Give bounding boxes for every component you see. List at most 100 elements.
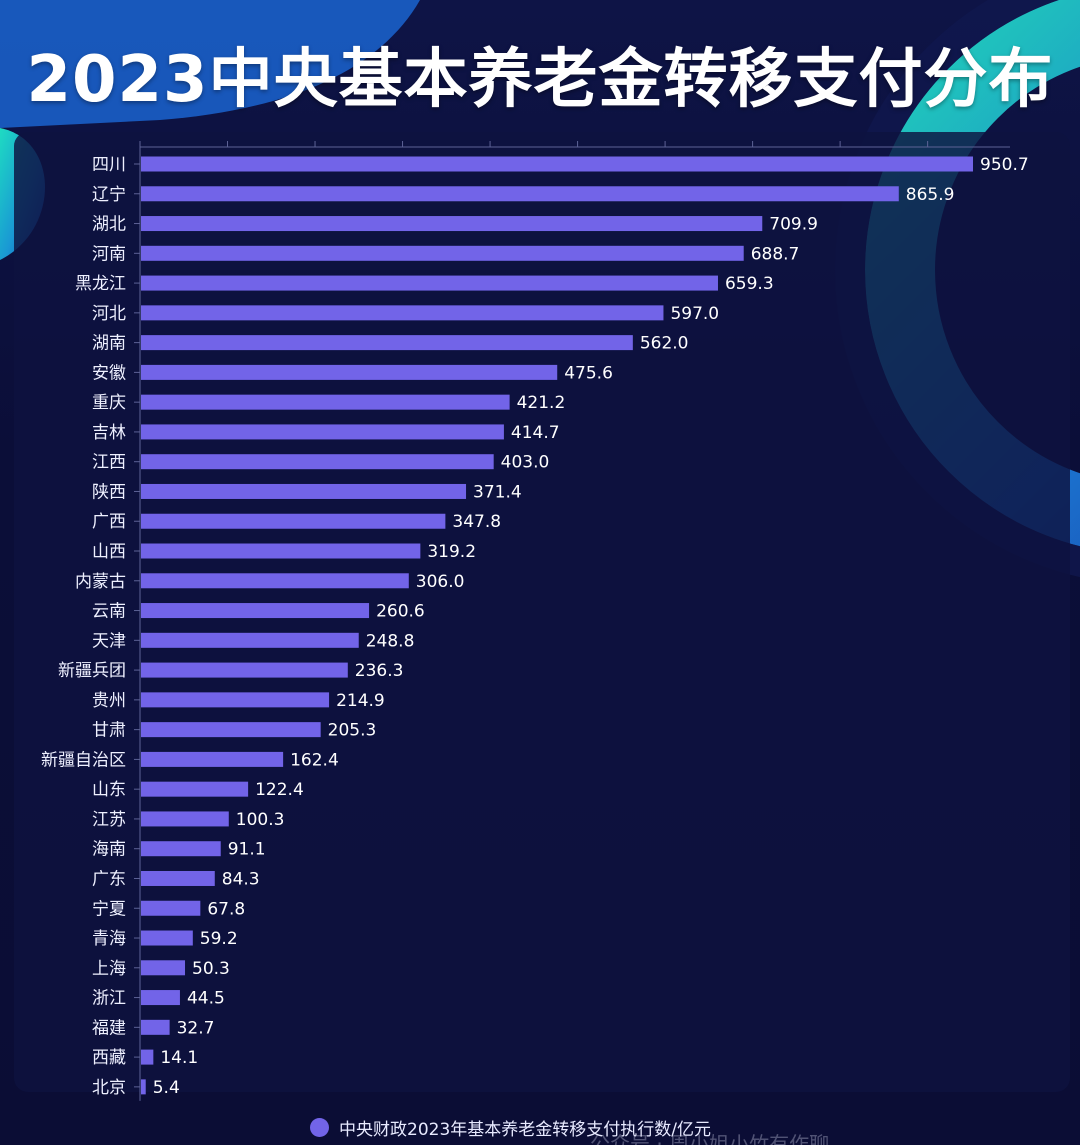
value-label: 59.2 xyxy=(200,929,238,949)
value-label: 122.4 xyxy=(255,780,304,800)
value-label: 44.5 xyxy=(187,989,225,1009)
category-label: 河南 xyxy=(92,244,126,264)
value-label: 50.3 xyxy=(192,959,230,979)
category-label: 云南 xyxy=(92,602,126,622)
bar xyxy=(141,603,370,619)
value-label: 347.8 xyxy=(452,512,501,532)
value-label: 659.3 xyxy=(725,274,774,294)
bar xyxy=(141,454,494,470)
bar xyxy=(141,692,330,708)
category-label: 湖南 xyxy=(92,334,126,354)
value-label: 67.8 xyxy=(207,899,245,919)
bar xyxy=(141,305,664,321)
bar xyxy=(141,156,973,172)
category-label: 山东 xyxy=(92,780,126,800)
category-label: 宁夏 xyxy=(92,899,126,919)
value-label: 414.7 xyxy=(511,423,560,443)
value-label: 475.6 xyxy=(564,363,613,383)
bar xyxy=(141,216,763,232)
bar xyxy=(141,811,229,827)
bar xyxy=(141,424,504,440)
value-label: 205.3 xyxy=(328,721,377,741)
value-label: 306.0 xyxy=(416,572,465,592)
value-label: 421.2 xyxy=(517,393,566,413)
category-label: 辽宁 xyxy=(92,185,126,205)
bar xyxy=(141,1019,170,1035)
value-label: 91.1 xyxy=(228,840,266,860)
category-label: 新疆自治区 xyxy=(41,750,126,770)
value-label: 14.1 xyxy=(160,1048,198,1068)
category-label: 贵州 xyxy=(92,691,126,711)
bar xyxy=(141,275,718,291)
category-label: 重庆 xyxy=(92,393,126,413)
bar xyxy=(141,632,359,648)
category-label: 广东 xyxy=(92,869,126,889)
chart-title: 2023中央基本养老金转移支付分布 xyxy=(26,43,1054,117)
category-label: 上海 xyxy=(92,959,126,979)
value-label: 371.4 xyxy=(473,482,522,502)
value-label: 32.7 xyxy=(177,1018,215,1038)
category-label: 浙江 xyxy=(92,989,126,1009)
value-label: 950.7 xyxy=(980,155,1029,175)
value-label: 865.9 xyxy=(906,185,955,205)
category-label: 西藏 xyxy=(92,1048,126,1068)
category-label: 广西 xyxy=(92,512,126,532)
bar xyxy=(141,483,467,499)
bar xyxy=(141,900,201,916)
category-label: 四川 xyxy=(92,155,126,175)
value-label: 562.0 xyxy=(640,334,689,354)
bar xyxy=(141,781,249,797)
value-label: 100.3 xyxy=(236,810,285,830)
category-label: 黑龙江 xyxy=(75,274,126,294)
category-label: 安徽 xyxy=(92,363,126,383)
category-label: 天津 xyxy=(92,631,126,651)
bar xyxy=(141,364,558,380)
bar xyxy=(141,662,348,678)
bar xyxy=(141,513,446,529)
chart-legend: 中央财政2023年基本养老金转移支付执行数/亿元 xyxy=(310,1114,711,1140)
value-label: 688.7 xyxy=(751,244,800,264)
category-label: 江苏 xyxy=(92,810,126,830)
category-label: 吉林 xyxy=(92,423,126,443)
value-label: 260.6 xyxy=(376,602,425,622)
category-label: 海南 xyxy=(92,840,126,860)
value-label: 162.4 xyxy=(290,750,339,770)
bar xyxy=(141,990,180,1006)
value-label: 5.4 xyxy=(153,1078,180,1098)
category-label: 北京 xyxy=(92,1078,126,1098)
chart-axes: 四川辽宁湖北河南黑龙江河北湖南安徽重庆吉林江西陕西广西山西内蒙古云南天津新疆兵团… xyxy=(41,141,1010,1101)
bar xyxy=(141,841,221,857)
bar xyxy=(141,335,633,351)
category-label: 青海 xyxy=(92,929,126,949)
bar xyxy=(141,394,510,410)
bar xyxy=(141,930,193,946)
category-label: 新疆兵团 xyxy=(58,661,126,681)
bar xyxy=(141,186,899,202)
value-label: 236.3 xyxy=(355,661,404,681)
value-label: 597.0 xyxy=(670,304,719,324)
category-label: 甘肃 xyxy=(92,721,126,741)
category-label: 陕西 xyxy=(92,482,126,502)
category-label: 内蒙古 xyxy=(75,572,126,592)
legend-swatch xyxy=(310,1117,329,1137)
value-label: 84.3 xyxy=(222,869,260,889)
bar xyxy=(141,245,744,261)
category-label: 河北 xyxy=(92,304,126,324)
legend-label: 中央财政2023年基本养老金转移支付执行数/亿元 xyxy=(339,1119,711,1140)
bar xyxy=(141,960,186,976)
bar xyxy=(141,543,421,559)
category-label: 江西 xyxy=(92,453,126,473)
value-label: 214.9 xyxy=(336,691,385,711)
value-label: 248.8 xyxy=(366,631,415,651)
bar-series: 950.7 865.9 709.9 688.7 659.3 597.0 562.0 475.6… xyxy=(141,155,1029,1098)
category-label: 山西 xyxy=(92,542,126,562)
category-label: 湖北 xyxy=(92,215,126,235)
category-label: 福建 xyxy=(92,1018,126,1038)
value-label: 709.9 xyxy=(769,215,818,235)
bar xyxy=(141,751,284,767)
bar xyxy=(141,1079,146,1095)
watermark: 公众号 · 周小姐小竹有作聊 xyxy=(590,1132,830,1145)
value-label: 319.2 xyxy=(427,542,476,562)
